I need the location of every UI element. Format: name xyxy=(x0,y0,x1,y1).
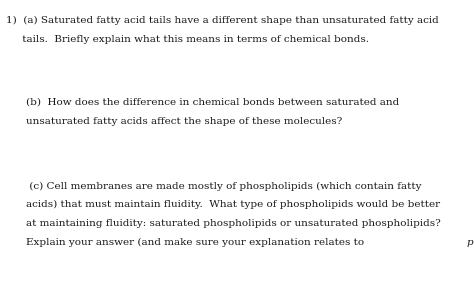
Text: (c) Cell membranes are made mostly of phospholipids (which contain fatty: (c) Cell membranes are made mostly of ph… xyxy=(26,181,421,191)
Text: tails.  Briefly explain what this means in terms of chemical bonds.: tails. Briefly explain what this means i… xyxy=(6,35,369,43)
Text: acids) that must maintain fluidity.  What type of phospholipids would be better: acids) that must maintain fluidity. What… xyxy=(26,200,440,209)
Text: (b)  How does the difference in chemical bonds between saturated and: (b) How does the difference in chemical … xyxy=(26,98,399,107)
Text: part b: part b xyxy=(466,238,474,247)
Text: 1)  (a) Saturated fatty acid tails have a different shape than unsaturated fatty: 1) (a) Saturated fatty acid tails have a… xyxy=(6,16,438,25)
Text: Explain your answer (and make sure your explanation relates to: Explain your answer (and make sure your … xyxy=(26,238,367,247)
Text: unsaturated fatty acids affect the shape of these molecules?: unsaturated fatty acids affect the shape… xyxy=(26,117,342,126)
Text: at maintaining fluidity: saturated phospholipids or unsaturated phospholipids?: at maintaining fluidity: saturated phosp… xyxy=(26,219,441,228)
